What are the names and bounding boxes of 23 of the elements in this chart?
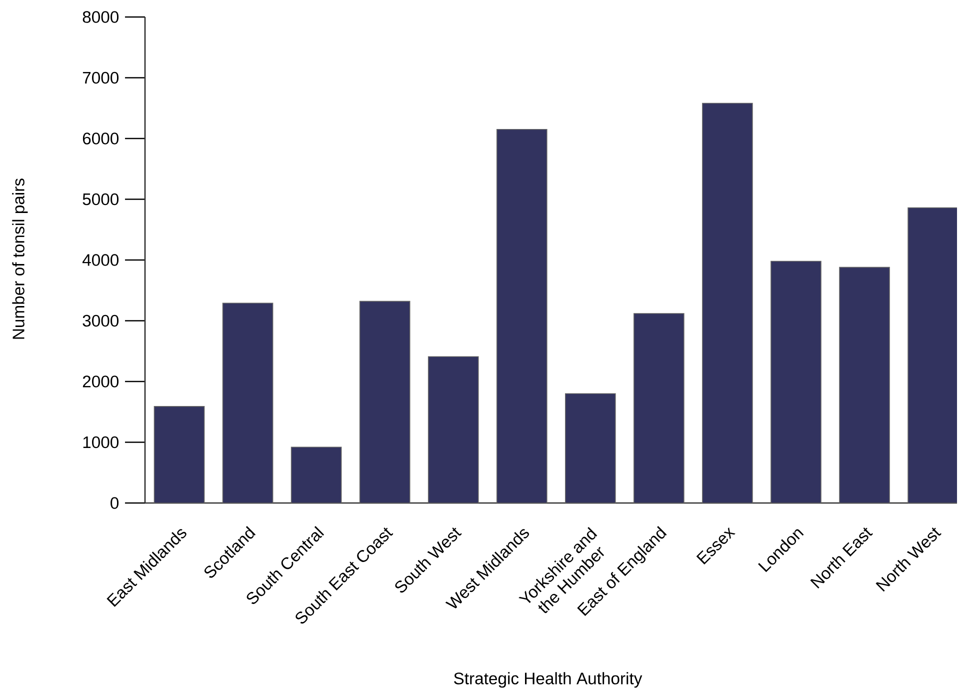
bar: [359, 300, 410, 503]
x-axis-title: Strategic Health Authority: [454, 672, 642, 688]
y-tick-label: 5000: [82, 193, 119, 206]
bar: [634, 313, 684, 503]
bar: [564, 393, 616, 503]
y-tick-label: 4000: [82, 254, 119, 266]
bar: [702, 102, 753, 503]
bar: [770, 260, 822, 503]
y-tick-label: 8000: [82, 11, 119, 23]
bar: [290, 446, 342, 503]
y-tick-label: 3000: [82, 314, 119, 327]
bar: [154, 406, 205, 503]
y-tick-label: 0: [110, 497, 119, 509]
bar: [839, 266, 890, 503]
bar: [428, 356, 479, 503]
bar: [222, 302, 274, 503]
bar: [496, 128, 548, 503]
bar: [908, 207, 958, 503]
y-tick-label: 6000: [82, 132, 119, 144]
y-tick-label: 7000: [82, 72, 119, 84]
y-tick-label: 2000: [82, 376, 119, 388]
y-tick-label: 1000: [83, 436, 119, 448]
y-axis-title: Number of tonsil pairs: [12, 178, 28, 339]
